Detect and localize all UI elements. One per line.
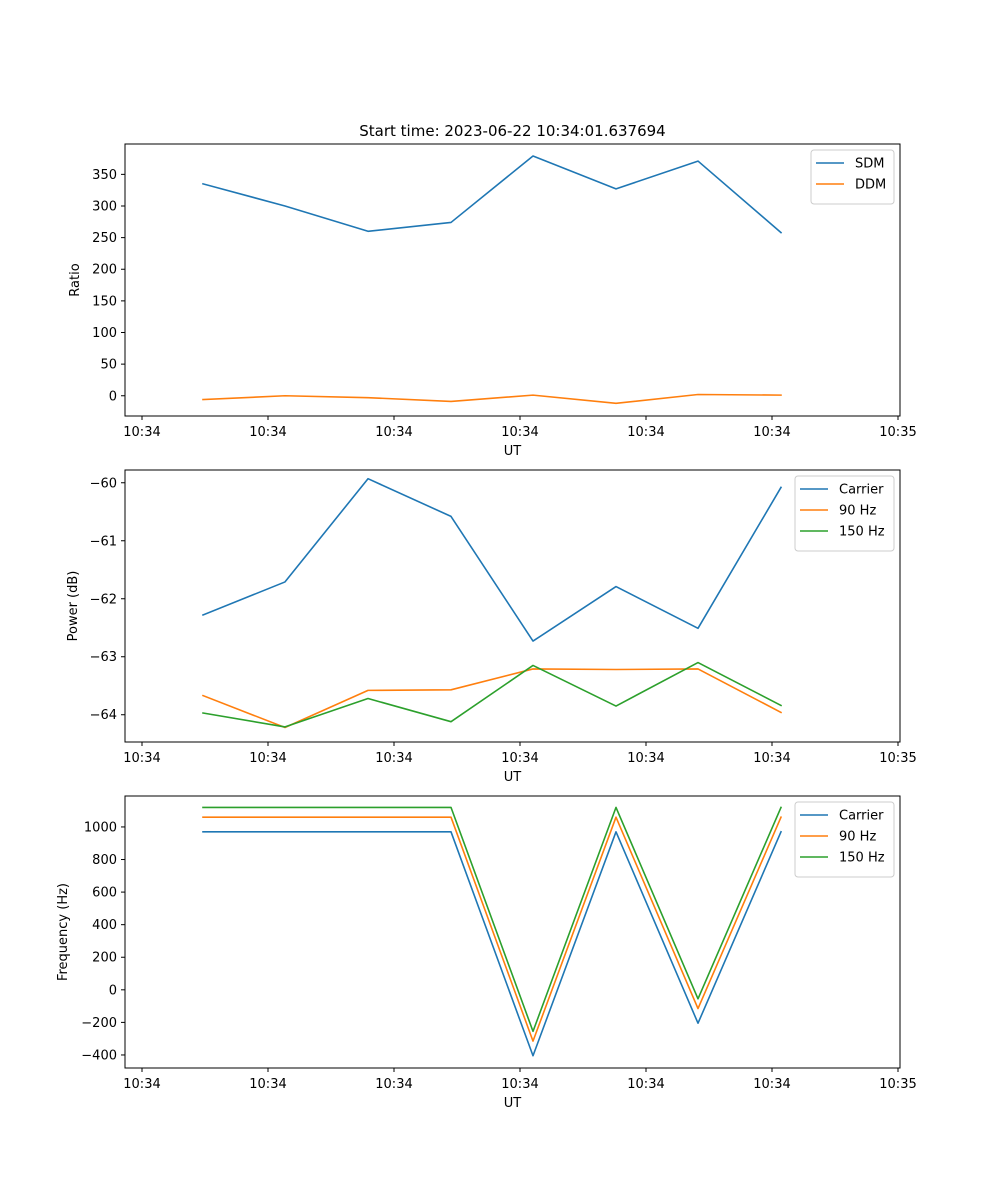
series-line-3-1 <box>202 830 783 1057</box>
legend-label: 150 Hz <box>839 525 885 540</box>
y-tick-label: 200 <box>92 951 117 966</box>
y-tick-label: 400 <box>92 918 117 933</box>
x-tick-label: 10:34 <box>501 751 538 766</box>
y-tick-label: 150 <box>92 294 117 309</box>
y-tick-label: 100 <box>92 326 117 341</box>
x-tick-label: 10:34 <box>249 1077 286 1092</box>
x-tick-label: 10:34 <box>375 1077 412 1092</box>
chart-title: Start time: 2023-06-22 10:34:01.637694 <box>359 122 665 140</box>
y-tick-label: 350 <box>92 168 117 183</box>
y-axis-label: Frequency (Hz) <box>56 883 71 981</box>
x-tick-label: 10:34 <box>627 1077 664 1092</box>
y-tick-label: −60 <box>90 476 117 491</box>
axes-frame <box>124 469 901 743</box>
y-axis-label: Power (dB) <box>66 571 81 642</box>
chart-panel-3: 10:34 10:34 10:34 10:34 10:34 10:34 10:35 −400 −… <box>56 795 917 1111</box>
x-tick-label: 10:34 <box>753 1077 790 1092</box>
chart-panel-2: 10:34 10:34 10:34 10:34 10:34 10:34 10:35 −64 −6… <box>66 469 917 785</box>
x-tick-label: 10:34 <box>123 1077 160 1092</box>
series-line-1-1 <box>202 155 783 234</box>
y-tick-label: −64 <box>90 708 117 723</box>
y-tick-label: 50 <box>100 358 117 373</box>
series-line-2-3 <box>202 661 783 728</box>
series-line-3-2 <box>202 816 783 1042</box>
y-tick-label: 0 <box>109 389 117 404</box>
x-tick-label: 10:34 <box>627 751 664 766</box>
legend-label: Carrier <box>839 809 884 824</box>
y-tick-label: −200 <box>81 1016 117 1031</box>
x-axis-label: UT <box>504 1096 522 1111</box>
x-tick-label: 10:34 <box>123 751 160 766</box>
y-tick-label: −400 <box>81 1048 117 1063</box>
chart-panel-1: 10:34 10:34 10:34 10:34 10:34 10:34 10:35 0 50 10… <box>68 122 917 459</box>
x-tick-label: 10:34 <box>249 751 286 766</box>
series-line-3-3 <box>202 806 783 1033</box>
legend-label: DDM <box>855 178 886 193</box>
legend-box <box>794 475 895 552</box>
y-tick-label: 250 <box>92 231 117 246</box>
x-tick-label: 10:34 <box>249 425 286 440</box>
x-tick-label: 10:35 <box>879 425 916 440</box>
x-tick-label: 10:34 <box>753 425 790 440</box>
x-tick-label: 10:34 <box>123 425 160 440</box>
legend-label: 90 Hz <box>839 830 876 845</box>
y-tick-label: −62 <box>90 592 117 607</box>
x-tick-label: 10:35 <box>879 751 916 766</box>
x-axis-label: UT <box>504 770 522 785</box>
y-tick-label: 1000 <box>84 820 117 835</box>
y-tick-label: 600 <box>92 886 117 901</box>
y-tick-label: −61 <box>90 534 117 549</box>
y-axis-label: Ratio <box>68 263 83 296</box>
y-tick-label: 800 <box>92 853 117 868</box>
legend-label: Carrier <box>839 483 884 498</box>
axes-frame <box>124 795 901 1069</box>
y-tick-label: −63 <box>90 650 117 665</box>
legend-label: 150 Hz <box>839 851 885 866</box>
axes-frame <box>124 143 901 417</box>
x-tick-label: 10:34 <box>753 751 790 766</box>
x-axis-label: UT <box>504 444 522 459</box>
y-tick-label: 0 <box>109 983 117 998</box>
x-tick-label: 10:34 <box>375 751 412 766</box>
series-line-1-2 <box>202 393 782 405</box>
x-tick-label: 10:34 <box>501 425 538 440</box>
x-tick-label: 10:34 <box>501 1077 538 1092</box>
x-tick-label: 10:34 <box>375 425 412 440</box>
legend-label: 90 Hz <box>839 504 876 519</box>
legend: Carrier 90 Hz 150 Hz <box>794 801 895 878</box>
legend: Carrier 90 Hz 150 Hz <box>794 475 895 552</box>
series-line-2-1 <box>201 477 783 642</box>
y-tick-label: 200 <box>92 263 117 278</box>
legend-box <box>794 801 895 878</box>
y-tick-label: 300 <box>92 199 117 214</box>
x-tick-label: 10:34 <box>627 425 664 440</box>
legend-label: SDM <box>855 157 884 172</box>
x-tick-label: 10:35 <box>879 1077 916 1092</box>
legend: SDM DDM <box>810 149 895 205</box>
